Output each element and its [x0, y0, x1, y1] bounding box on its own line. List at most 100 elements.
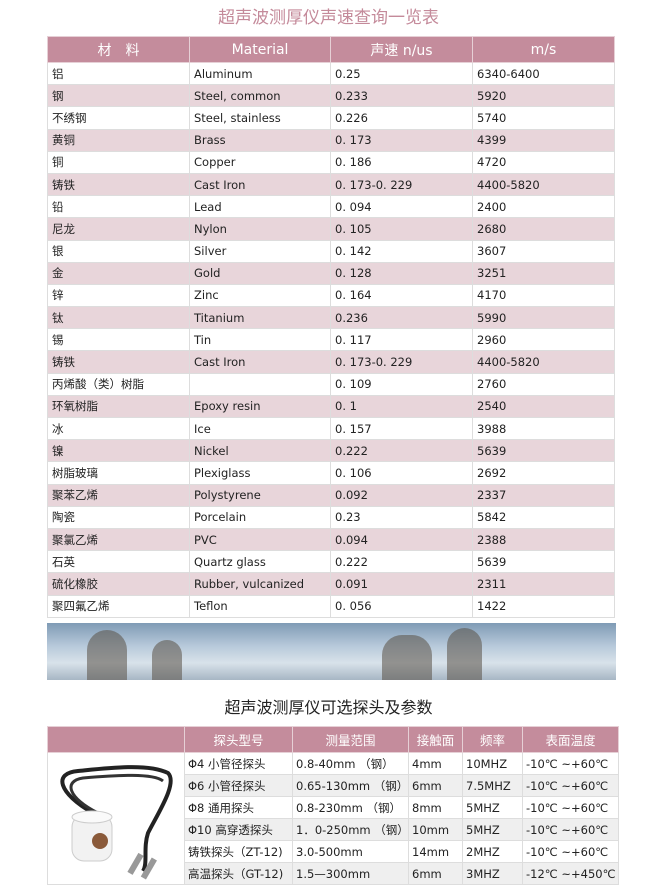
table-cell: 2540 — [472, 394, 615, 419]
table-cell: Teflon — [189, 594, 331, 618]
table-row: 铜 Copper 0. 186 4720 — [47, 150, 615, 174]
table-cell: 0. 106 — [330, 461, 473, 485]
table-cell: 高温探头（GT-12) — [184, 862, 293, 885]
table-row: 钢 Steel, common 0.233 5920 — [47, 84, 615, 108]
table-cell: 14mm — [408, 840, 463, 863]
table-cell: 锌 — [47, 283, 190, 308]
table-cell: 银 — [47, 239, 190, 263]
table-cell: 硫化橡胶 — [47, 572, 190, 596]
banner-image — [47, 623, 616, 680]
table-row: 镍 Nickel 0.222 5639 — [47, 439, 615, 463]
table-cell: Gold — [189, 261, 331, 285]
table-cell: Tin — [189, 328, 331, 352]
table-cell: 锡 — [47, 328, 190, 352]
table-cell: -10℃ ~+60℃ — [522, 774, 619, 797]
table-cell: 7.5MHZ — [462, 774, 523, 797]
table-cell: 0. 1 — [330, 394, 473, 419]
table-cell: Cast Iron — [189, 172, 331, 197]
table-row: 环氧树脂 Epoxy resin 0. 1 2540 — [47, 394, 615, 419]
table-cell: 5MHZ — [462, 818, 523, 841]
table-cell: 树脂玻璃 — [47, 461, 190, 485]
table-cell: 0. 164 — [330, 283, 473, 308]
table-row: 铸铁 Cast Iron 0. 173-0. 229 4400-5820 — [47, 350, 615, 374]
table-cell: Epoxy resin — [189, 394, 331, 419]
table-cell: 2388 — [472, 527, 615, 552]
table-row: 树脂玻璃 Plexiglass 0. 106 2692 — [47, 461, 615, 485]
table-cell: 5639 — [472, 550, 615, 574]
table-cell: 3.0-500mm — [292, 840, 409, 863]
table-cell: Plexiglass — [189, 461, 331, 485]
table-cell: 0.222 — [330, 439, 473, 463]
column-header: m/s — [472, 36, 615, 63]
table-cell: Φ10 高穿透探头 — [184, 818, 293, 841]
table-cell: 钢 — [47, 84, 190, 108]
table-cell: Steel, common — [189, 84, 331, 108]
table-cell: 4399 — [472, 128, 615, 152]
table-cell: 10mm — [408, 818, 463, 841]
table-cell: Rubber, vulcanized — [189, 572, 331, 596]
table-cell: 0.8-230mm （钢） — [292, 796, 409, 819]
table-cell: 铸铁探头（ZT-12) — [184, 840, 293, 863]
table-cell: 0. 173-0. 229 — [330, 172, 473, 197]
table-cell: Silver — [189, 239, 331, 263]
table-cell: 铝 — [47, 61, 190, 86]
velocity-table: 材 料 Material 声速 n/us m/s 铝 Aluminum 0.25 6340-… — [47, 36, 615, 618]
table-row: 金 Gold 0. 128 3251 — [47, 261, 615, 285]
table-row: 冰 Ice 0. 157 3988 — [47, 416, 615, 441]
table-row: 硫化橡胶 Rubber, vulcanized 0.091 2311 — [47, 572, 615, 596]
table-cell: 铸铁 — [47, 172, 190, 197]
table-cell: 5740 — [472, 106, 615, 130]
table-row: 高温探头（GT-12) 1.5—300mm 6mm 3MHZ -12℃ ~+450℃ — [48, 862, 619, 885]
probe-icon — [60, 765, 173, 880]
table-cell: 5990 — [472, 306, 615, 330]
table-row: 锡 Tin 0. 117 2960 — [47, 328, 615, 352]
column-header: 测量范围 — [292, 726, 409, 753]
table-cell: 0. 173 — [330, 128, 473, 152]
table-cell: 0. 109 — [330, 372, 473, 396]
table-cell: Titanium — [189, 306, 331, 330]
table-row: 丙烯酸（类）树脂 0. 109 2760 — [47, 372, 615, 396]
table-cell: 金 — [47, 261, 190, 285]
table-cell: Ice — [189, 416, 331, 441]
table-cell: PVC — [189, 527, 331, 552]
table-cell: Cast Iron — [189, 350, 331, 374]
table-cell: 0. 186 — [330, 150, 473, 174]
table-cell: Porcelain — [189, 505, 331, 529]
table-cell: 黄铜 — [47, 128, 190, 152]
table-cell: 2760 — [472, 372, 615, 396]
table-cell: 陶瓷 — [47, 505, 190, 529]
table-cell: Nylon — [189, 217, 331, 241]
table-cell: -10℃ ~+60℃ — [522, 752, 619, 775]
table-row: 聚四氟乙烯 Teflon 0. 056 1422 — [47, 594, 615, 618]
table-cell: 2311 — [472, 572, 615, 596]
table-cell: -10℃ ~+60℃ — [522, 796, 619, 819]
table-row: 铸铁 Cast Iron 0. 173-0. 229 4400-5820 — [47, 172, 615, 197]
table-cell: -12℃ ~+450℃ — [522, 862, 619, 885]
table-cell: 不绣钢 — [47, 106, 190, 130]
page-title: 超声波测厚仪声速查询一览表 — [218, 8, 439, 28]
table-cell: 5842 — [472, 505, 615, 529]
table-cell: 4170 — [472, 283, 615, 308]
table-cell: 5MHZ — [462, 796, 523, 819]
table-cell: 1422 — [472, 594, 615, 618]
table-row: 铝 Aluminum 0.25 6340-6400 — [47, 61, 615, 86]
table-row: 聚苯乙烯 Polystyrene 0.092 2337 — [47, 483, 615, 507]
table-cell: 2337 — [472, 483, 615, 507]
table-cell: 6mm — [408, 774, 463, 797]
column-header — [47, 726, 185, 753]
table-row: Φ4 小管径探头 0.8-40mm （钢） 4mm 10MHZ -10℃ ~+60℃ — [47, 752, 619, 885]
table-cell: 0. 105 — [330, 217, 473, 241]
table-cell: 0. 094 — [330, 195, 473, 219]
table-cell: 0.226 — [330, 106, 473, 130]
table-row: 钛 Titanium 0.236 5990 — [47, 306, 615, 330]
table-cell: 0. 157 — [330, 416, 473, 441]
table-row: 不绣钢 Steel, stainless 0.226 5740 — [47, 106, 615, 130]
table-cell: -10℃ ~+60℃ — [522, 818, 619, 841]
table-row: 石英 Quartz glass 0.222 5639 — [47, 550, 615, 574]
column-header: 声速 n/us — [330, 36, 473, 63]
table-row: 聚氯乙烯 PVC 0.094 2388 — [47, 527, 615, 552]
table-cell: Nickel — [189, 439, 331, 463]
table-cell: 铸铁 — [47, 350, 190, 374]
table-cell: 0.094 — [330, 527, 473, 552]
table-cell: 0. 117 — [330, 328, 473, 352]
